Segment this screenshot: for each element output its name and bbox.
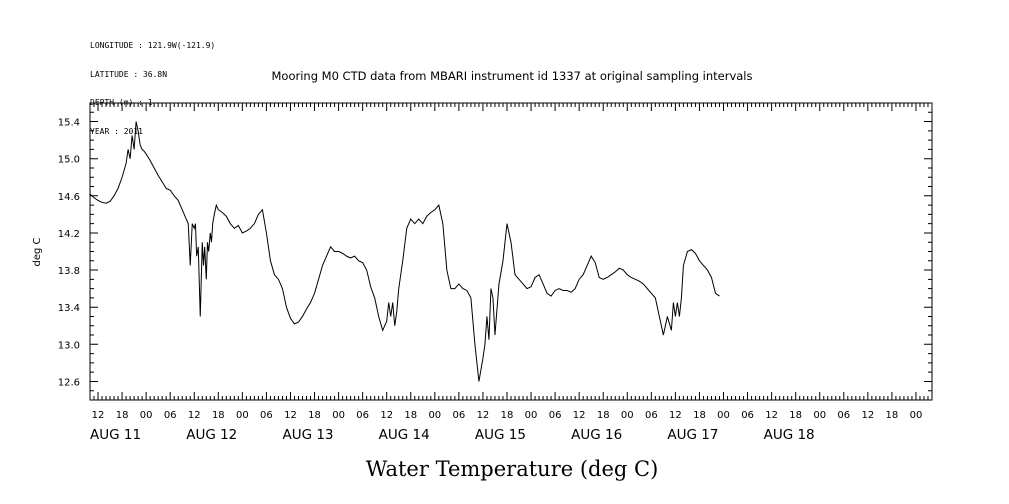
- y-tick-labels: 12.6 13.0 13.4 13.8 14.2 14.6 15.0 15.4: [58, 118, 80, 389]
- y-axis-label: deg C: [32, 237, 43, 266]
- x-day-label: AUG 18: [764, 427, 815, 443]
- x-day-label: AUG 17: [667, 427, 718, 443]
- y-tick-label: 13.0: [58, 340, 80, 351]
- x-tick-label: 06: [164, 410, 177, 421]
- y-tick-label: 14.2: [58, 229, 80, 240]
- x-day-label: AUG 11: [90, 427, 141, 443]
- x-tick-label: 06: [453, 410, 466, 421]
- x-day-label: AUG 16: [571, 427, 622, 443]
- y-tick-label: 15.0: [58, 155, 80, 166]
- x-tick-label: 18: [693, 410, 706, 421]
- x-tick-label: 18: [597, 410, 610, 421]
- x-tick-label: 06: [645, 410, 658, 421]
- longitude-text: LONGITUDE : 121.9W(-121.9): [90, 41, 216, 50]
- x-tick-label: 00: [621, 410, 634, 421]
- y-tick-label: 14.6: [58, 192, 80, 203]
- x-tick-label: 18: [886, 410, 899, 421]
- x-tick-label: 12: [765, 410, 778, 421]
- x-tick-label: 00: [717, 410, 730, 421]
- latitude-text: LATITUDE : 36.8N: [90, 69, 168, 79]
- water-temperature-line: [89, 121, 720, 382]
- x-tick-label: 00: [428, 410, 441, 421]
- axis-ticks: [89, 102, 933, 401]
- chart-title: Mooring M0 CTD data from MBARI instrumen…: [272, 69, 753, 83]
- x-tick-label: 12: [669, 410, 682, 421]
- x-tick-label: 18: [116, 410, 129, 421]
- x-tick-label: 06: [741, 410, 754, 421]
- x-tick-label: 12: [861, 410, 874, 421]
- x-tick-labels: 12 18 00 06 12 18 00 06 12 18 00 06 12 18 00 06 12 18 00 06…: [92, 410, 923, 421]
- year-text: YEAR : 2011: [90, 126, 143, 136]
- y-tick-label: 12.6: [58, 377, 80, 388]
- x-tick-label: 18: [404, 410, 417, 421]
- x-tick-label: 18: [308, 410, 321, 421]
- x-tick-label: 12: [92, 410, 105, 421]
- x-tick-label: 00: [332, 410, 345, 421]
- y-tick-label: 15.4: [58, 118, 80, 129]
- x-day-label: AUG 12: [186, 427, 237, 443]
- y-tick-label: 13.8: [58, 266, 80, 277]
- x-axis-label: Water Temperature (deg C): [366, 457, 659, 481]
- x-tick-label: 00: [236, 410, 249, 421]
- x-tick-label: 00: [910, 410, 923, 421]
- x-day-labels: AUG 11 AUG 12 AUG 13 AUG 14 AUG 15 AUG 16 AUG …: [90, 427, 815, 443]
- x-tick-label: 00: [813, 410, 826, 421]
- x-tick-label: 18: [212, 410, 225, 421]
- x-tick-label: 06: [837, 410, 850, 421]
- x-tick-label: 00: [525, 410, 538, 421]
- tick-marks: [89, 102, 933, 401]
- x-day-label: AUG 13: [282, 427, 333, 443]
- x-tick-label: 12: [477, 410, 490, 421]
- x-tick-label: 12: [284, 410, 297, 421]
- y-tick-label: 13.4: [58, 303, 80, 314]
- x-tick-label: 00: [140, 410, 153, 421]
- x-tick-label: 06: [549, 410, 562, 421]
- x-tick-label: 12: [573, 410, 586, 421]
- x-day-label: AUG 15: [475, 427, 526, 443]
- x-tick-label: 18: [501, 410, 514, 421]
- x-day-label: AUG 14: [379, 427, 430, 443]
- plot-frame: [89, 102, 933, 401]
- x-tick-label: 12: [380, 410, 393, 421]
- x-tick-label: 18: [789, 410, 802, 421]
- x-tick-label: 12: [188, 410, 201, 421]
- x-tick-label: 06: [260, 410, 273, 421]
- x-tick-label: 06: [356, 410, 369, 421]
